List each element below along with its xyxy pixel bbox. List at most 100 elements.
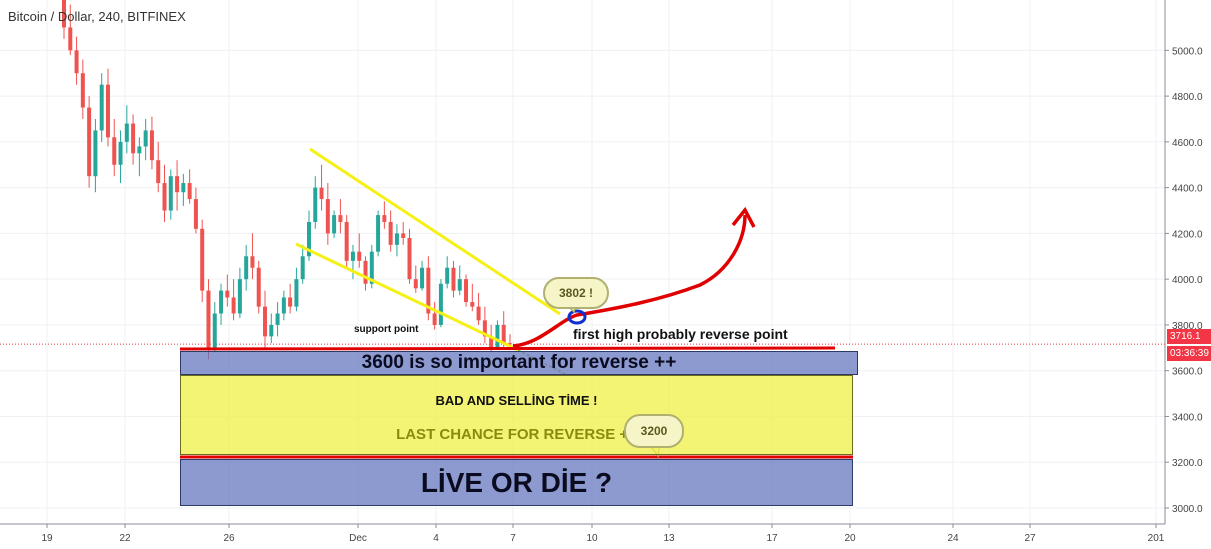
candle-body	[244, 256, 249, 280]
candle-body	[99, 84, 104, 131]
candle-body	[263, 306, 268, 337]
x-tick-label: 13	[663, 533, 675, 544]
candle-body	[432, 313, 437, 325]
candle-body	[394, 233, 399, 245]
box-live-or-die[interactable]: LİVE OR DİE ?	[180, 459, 853, 506]
candle-body	[457, 279, 462, 291]
x-tick-label: 27	[1024, 533, 1036, 544]
symbol-title: Bitcoin / Dollar, 240, BITFINEX	[8, 9, 186, 24]
candle-body	[212, 313, 217, 348]
candle-body	[388, 221, 393, 245]
x-tick-label: 17	[766, 533, 778, 544]
candle-body	[407, 237, 412, 280]
candle-body	[237, 279, 242, 314]
candle-body	[401, 233, 406, 238]
x-tick-label: 22	[119, 533, 131, 544]
y-tick-label: 4400.0	[1172, 184, 1203, 195]
candle-body	[206, 290, 211, 348]
candle-body	[93, 130, 98, 177]
channel-upper-line	[309, 147, 561, 316]
countdown-tag: 03:36:39	[1167, 346, 1211, 361]
candle-body	[200, 228, 205, 291]
candle-body	[470, 302, 475, 307]
y-tick-label: 3000.0	[1172, 504, 1203, 515]
candle-body	[464, 279, 469, 303]
candle-body	[426, 267, 431, 314]
y-tick-label: 3200.0	[1172, 458, 1203, 469]
y-tick-label: 3400.0	[1172, 412, 1203, 423]
first-high-label: first high probably reverse point	[573, 326, 788, 342]
candle-body	[219, 290, 224, 314]
x-tick-label: 10	[586, 533, 598, 544]
callout-3802-text: 3802 !	[558, 286, 594, 300]
candle-body	[501, 324, 506, 344]
projection-arrow	[512, 214, 747, 348]
candle-body	[281, 297, 286, 314]
candle-body	[181, 183, 186, 193]
candle-body	[256, 267, 261, 307]
candle-body	[74, 50, 79, 74]
candle-body	[269, 324, 274, 337]
candle-body	[193, 199, 198, 229]
candle-body	[495, 324, 500, 348]
candle-body	[350, 251, 355, 261]
candle-body	[382, 215, 387, 222]
candle-body	[168, 176, 173, 211]
candle-body	[451, 267, 456, 291]
candle-body	[231, 297, 236, 314]
callout-3200[interactable]: 3200	[624, 414, 684, 448]
last-price-tag: 3716.1	[1167, 329, 1211, 344]
candle-body	[438, 283, 443, 325]
x-tick-label: Dec	[349, 533, 367, 544]
candle-body	[476, 306, 481, 321]
candle-body	[275, 313, 280, 325]
y-tick-label: 4600.0	[1172, 138, 1203, 149]
candle-body	[149, 130, 154, 161]
candle-body	[143, 130, 148, 147]
candle-body	[250, 256, 255, 268]
callout-3802[interactable]: 3802 !	[543, 277, 609, 309]
y-tick-label: 3800.0	[1172, 321, 1203, 332]
candle-body	[118, 141, 123, 165]
x-tick-label: 201	[1148, 533, 1165, 544]
candle-body	[445, 267, 450, 284]
y-tick-label: 5000.0	[1172, 46, 1203, 57]
candle-body	[369, 251, 374, 284]
x-tick-label: 19	[41, 533, 53, 544]
candle-body	[124, 123, 129, 142]
box-3600-important[interactable]: 3600 is so important for reverse ++	[180, 351, 858, 375]
y-tick-label: 3600.0	[1172, 367, 1203, 378]
candle-body	[162, 183, 167, 211]
candle-body	[87, 107, 92, 177]
candle-body	[489, 336, 494, 348]
candle-body	[508, 343, 512, 345]
candle-body	[187, 183, 192, 200]
y-tick-label: 4000.0	[1172, 275, 1203, 286]
last-chance-text: LAST CHANCE FOR REVERSE ++	[396, 426, 637, 443]
candle-body	[288, 297, 293, 307]
x-tick-label: 4	[433, 533, 439, 544]
candle-body	[338, 215, 343, 222]
y-tick-label: 4200.0	[1172, 229, 1203, 240]
candle-body	[319, 187, 324, 200]
candle-body	[156, 160, 161, 184]
candle-body	[131, 123, 136, 154]
candle-body	[300, 256, 305, 280]
candle-body	[413, 279, 418, 289]
candle-body	[68, 27, 73, 51]
candle-body	[175, 176, 180, 193]
candle-body	[225, 290, 230, 298]
candle-body	[105, 84, 110, 138]
support-line	[179, 346, 836, 351]
candle-body	[62, 0, 66, 28]
candle-body	[482, 320, 487, 337]
candle-body	[306, 221, 311, 257]
candle-body	[112, 137, 117, 165]
candle-body	[357, 251, 362, 261]
support-point-label: support point	[354, 324, 419, 335]
candle-body	[80, 73, 85, 108]
candle-body	[294, 279, 299, 307]
box-bad-selling-zone[interactable]: BAD AND SELLİNG TİME ! LAST CHANCE FOR R…	[180, 375, 853, 455]
